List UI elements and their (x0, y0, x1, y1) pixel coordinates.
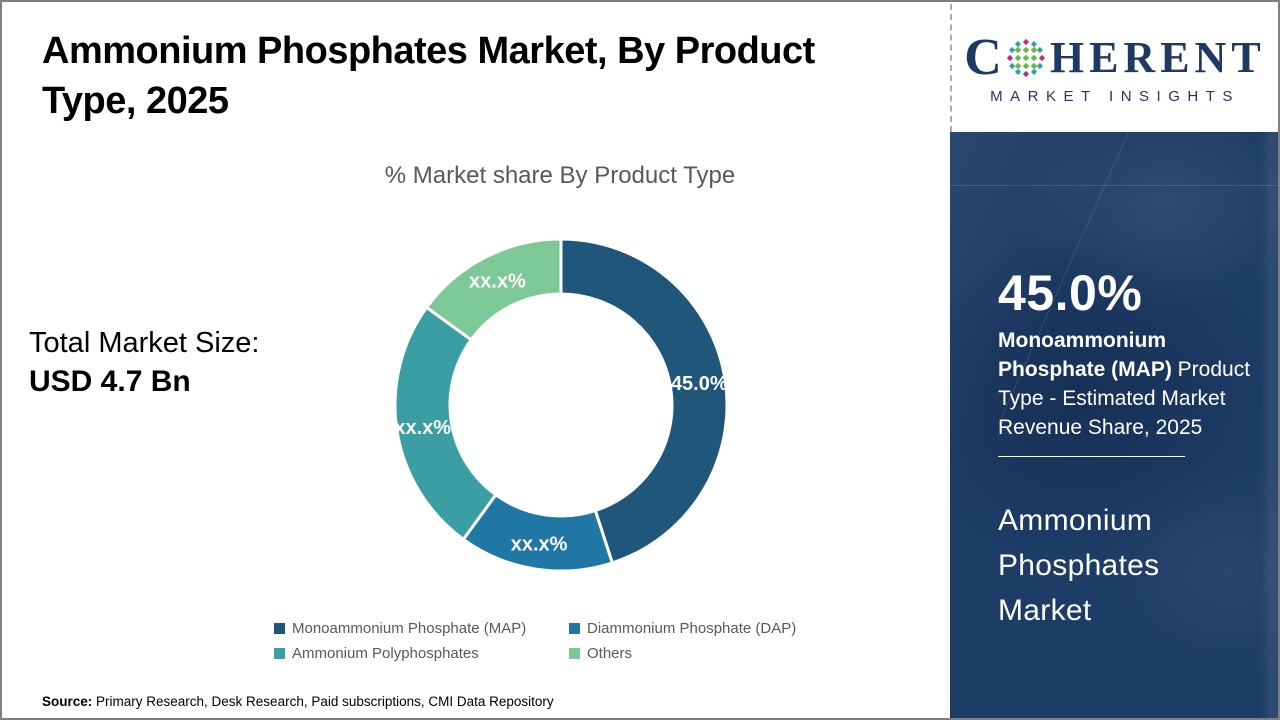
sidebar-panel: 45.0% Monoammonium Phosphate (MAP) Produ… (950, 132, 1278, 718)
globe-dot (1022, 62, 1030, 69)
logo-wordmark: C HERENT (964, 28, 1266, 86)
sidebar-map-texture (950, 132, 1278, 718)
legend-marker-icon (274, 648, 285, 659)
globe-dot (1014, 46, 1022, 53)
legend-item-3: Ammonium Polyphosphates (274, 645, 569, 662)
legend-marker-icon (569, 648, 580, 659)
donut-segment-4 (424, 237, 563, 342)
chart-title: % Market share By Product Type (384, 162, 736, 189)
donut-segment-label-1: 45.0% (671, 373, 728, 395)
globe-dot (1006, 54, 1013, 61)
globe-dot (1022, 70, 1029, 77)
page-title: Ammonium Phosphates Market, By Product T… (42, 30, 815, 123)
legend-label: Monoammonium Phosphate (MAP) (292, 620, 527, 637)
globe-dot (1036, 62, 1043, 69)
chart-legend: Monoammonium Phosphate (MAP) Diammonium P… (274, 620, 796, 662)
globe-dot (1030, 68, 1037, 75)
globe-dot (1022, 54, 1030, 61)
highlight-description: Monoammonium Phosphate (MAP) Product Typ… (998, 326, 1260, 442)
sidebar-divider (998, 456, 1185, 457)
donut-segment-label-3: xx.x% (394, 417, 451, 439)
legend-marker-icon (569, 623, 580, 634)
sidebar-gridline-horizontal (950, 185, 1278, 186)
highlight-description-rest: Product Type - Estimated Market Revenue … (998, 358, 1251, 439)
globe-dot (1014, 40, 1021, 47)
globe-dot (1014, 62, 1022, 69)
total-market-size-value: USD 4.7 Bn (29, 365, 191, 398)
donut-segment-label-4: xx.x% (469, 270, 526, 292)
legend-item-4: Others (569, 645, 796, 662)
globe-dot (1030, 46, 1038, 53)
logo-letter-c: C (964, 28, 1002, 86)
highlight-description-bold: Monoammonium Phosphate (MAP) (998, 329, 1172, 381)
globe-dot (1030, 54, 1038, 61)
report-name: Ammonium Phosphates Market (998, 504, 1160, 627)
donut-segment-label-2: xx.x% (511, 533, 568, 555)
highlight-percent: 45.0% (998, 265, 1143, 321)
globe-dot (1036, 46, 1043, 53)
legend-item-2: Diammonium Phosphate (DAP) (569, 620, 796, 637)
globe-dot (1014, 54, 1022, 61)
logo-subtitle: MARKET INSIGHTS (990, 87, 1240, 105)
total-market-size-block: Total Market Size: USD 4.7 Bn (29, 324, 259, 402)
globe-dot (1038, 54, 1045, 61)
donut-chart: 45.0% xx.x% xx.x% xx.x% (393, 237, 729, 573)
source-label: Source: (42, 694, 93, 709)
globe-dot (1030, 62, 1038, 69)
globe-dot (1008, 46, 1016, 53)
globe-dot (1022, 46, 1030, 53)
donut-segment-1 (559, 237, 729, 565)
donut-segment-3 (393, 305, 498, 542)
globe-dots-icon (1006, 38, 1045, 77)
source-text: Primary Research, Desk Research, Paid su… (92, 694, 554, 709)
coherent-logo: C HERENT MARKET INSIGHTS (950, 4, 1278, 132)
legend-item-1: Monoammonium Phosphate (MAP) (274, 620, 569, 637)
logo-wordmark-rest: HERENT (1049, 32, 1266, 82)
legend-label: Others (587, 645, 633, 662)
globe-dot (1008, 62, 1016, 69)
total-market-size-label: Total Market Size: (29, 327, 260, 359)
globe-dot (1022, 38, 1029, 45)
legend-label: Diammonium Phosphate (DAP) (587, 620, 797, 637)
legend-label: Ammonium Polyphosphates (292, 645, 479, 662)
globe-dot (1030, 40, 1037, 47)
globe-dot (1014, 68, 1021, 75)
source-line: Source: Primary Research, Desk Research,… (42, 694, 554, 709)
legend-marker-icon (274, 623, 285, 634)
